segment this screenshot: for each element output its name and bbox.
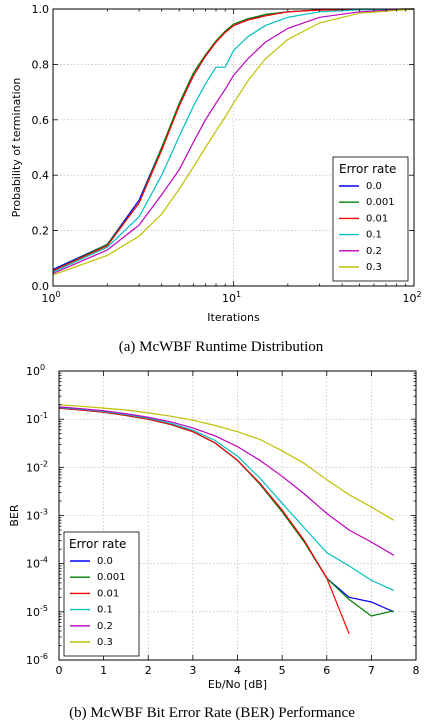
chart-b-y-tick-label-base: 10 bbox=[26, 558, 40, 571]
chart-a-x-tick-label: 100 bbox=[41, 290, 60, 305]
chart-a-y-tick-label: 1.0 bbox=[32, 3, 50, 16]
chart-b-y-tick-label-base: 10 bbox=[26, 365, 40, 378]
chart-b-legend-entry-0.2: 0.2 bbox=[97, 621, 113, 632]
chart-a-caption: (a) McWBF Runtime Distribution bbox=[119, 339, 324, 355]
chart-b-series-line-0.2 bbox=[58, 406, 395, 556]
chart-a-x-tick-label-base: 10 bbox=[41, 292, 55, 305]
chart-b-y-tick-label: 100 bbox=[26, 363, 45, 378]
chart-b-x-tick-label: 6 bbox=[323, 664, 330, 677]
chart-a-legend-entry-0.3: 0.3 bbox=[366, 262, 382, 273]
chart-b-legend-entry-0.0: 0.0 bbox=[97, 556, 113, 567]
chart-a-x-tick-label-exp: 0 bbox=[55, 290, 60, 299]
chart-b-y-tick-label: 10-2 bbox=[26, 459, 48, 474]
chart-b-x-tick-label: 0 bbox=[56, 664, 63, 677]
chart-a-x-tick-label-exp: 2 bbox=[416, 290, 421, 299]
chart-b-series-line-0.1 bbox=[58, 406, 394, 591]
chart-b-x-axis-label: Eb/No [dB] bbox=[208, 678, 267, 691]
chart-b-x-tick-label: 8 bbox=[413, 664, 420, 677]
chart-b-y-tick-label-exp: -6 bbox=[40, 652, 48, 661]
chart-b-y-tick-label-exp: 0 bbox=[40, 363, 45, 372]
chart-b-y-tick-label: 10-5 bbox=[26, 604, 48, 619]
chart-b-legend-entry-0.1: 0.1 bbox=[97, 605, 113, 616]
chart-b-y-tick-label-base: 10 bbox=[26, 510, 40, 523]
chart-b-y-tick-label-exp: -3 bbox=[40, 508, 48, 517]
chart-b-legend-box bbox=[63, 531, 140, 657]
chart-a-legend: Error rate 0.0 0.001 0.01 0.1 0.2 0.3 bbox=[332, 156, 409, 282]
chart-a-series-line-0.1 bbox=[52, 8, 415, 273]
chart-a-y-tick-label: 0.8 bbox=[32, 58, 50, 71]
chart-b-y-tick-label: 10-3 bbox=[26, 508, 48, 523]
chart-b-y-tick-label: 10-4 bbox=[26, 556, 48, 571]
chart-b-x-tick-label: 2 bbox=[145, 664, 152, 677]
chart-b-series-lines bbox=[58, 404, 395, 635]
chart-a-x-tick-label: 101 bbox=[222, 290, 241, 305]
chart-b-x-tick-label: 7 bbox=[368, 664, 375, 677]
chart-b-legend: Error rate 0.0 0.001 0.01 0.1 0.2 0.3 bbox=[63, 531, 140, 657]
chart-b-y-tick-label-exp: -5 bbox=[40, 604, 48, 613]
chart-b-legend-entry-0.01: 0.01 bbox=[97, 588, 119, 599]
chart-b-series-line-0.01 bbox=[58, 407, 350, 635]
chart-a-legend-entry-0.001: 0.001 bbox=[366, 197, 395, 208]
chart-a-x-tick-label: 102 bbox=[402, 290, 421, 305]
chart-b-x-tick-label: 5 bbox=[279, 664, 286, 677]
chart-b-series-line-0.3 bbox=[58, 404, 395, 521]
chart-b-y-tick-label: 10-6 bbox=[26, 652, 48, 667]
chart-b-x-tick-label: 3 bbox=[189, 664, 196, 677]
chart-b-x-tick-label: 1 bbox=[100, 664, 107, 677]
chart-a-y-axis-label: Probability of termination bbox=[10, 78, 23, 218]
chart-a-y-tick-label: 0.6 bbox=[32, 114, 50, 127]
chart-b-legend-title: Error rate bbox=[69, 537, 126, 551]
chart-b-y-axis-label: BER bbox=[8, 504, 21, 526]
chart-b-legend-entry-0.3: 0.3 bbox=[97, 637, 113, 648]
chart-a-legend-entry-0.01: 0.01 bbox=[366, 213, 388, 224]
chart-b-y-tick-label-base: 10 bbox=[26, 654, 40, 667]
chart-b-x-tick-label: 4 bbox=[234, 664, 241, 677]
chart-a-x-tick-label-exp: 1 bbox=[236, 290, 241, 299]
chart-a-series-line-0.01 bbox=[52, 8, 415, 272]
chart-b-y-tick-label-base: 10 bbox=[26, 461, 40, 474]
chart-b-y-tick-label-exp: -4 bbox=[40, 556, 48, 565]
chart-b-y-tick-label: 10-1 bbox=[26, 411, 48, 426]
chart-a-legend-entry-0.2: 0.2 bbox=[366, 246, 382, 257]
chart-b-y-tick-label-exp: -2 bbox=[40, 459, 48, 468]
chart-a-legend-entry-0.0: 0.0 bbox=[366, 181, 382, 192]
chart-a-y-tick-label: 0.4 bbox=[32, 169, 50, 182]
chart-a-x-tick-label-base: 10 bbox=[402, 292, 416, 305]
chart-a-y-tick-label: 0.2 bbox=[32, 225, 50, 238]
chart-a-legend-title: Error rate bbox=[339, 162, 396, 176]
chart-b-y-tick-label-base: 10 bbox=[26, 413, 40, 426]
chart-b-y-tick-label-base: 10 bbox=[26, 606, 40, 619]
chart-b-caption: (b) McWBF Bit Error Rate (BER) Performan… bbox=[69, 705, 355, 721]
chart-a-series-line-0.3 bbox=[52, 8, 415, 276]
chart-a-x-tick-label-base: 10 bbox=[222, 292, 236, 305]
chart-a-series-line-0.2 bbox=[52, 8, 415, 275]
chart-a-y-tick-label: 0.0 bbox=[32, 280, 50, 293]
chart-b-y-tick-label-exp: -1 bbox=[40, 411, 48, 420]
chart-a-x-axis-label: Iterations bbox=[207, 311, 260, 324]
chart-a-legend-entry-0.1: 0.1 bbox=[366, 230, 382, 241]
chart-b-legend-entry-0.001: 0.001 bbox=[97, 572, 126, 583]
chart-a-series-lines bbox=[52, 8, 415, 276]
